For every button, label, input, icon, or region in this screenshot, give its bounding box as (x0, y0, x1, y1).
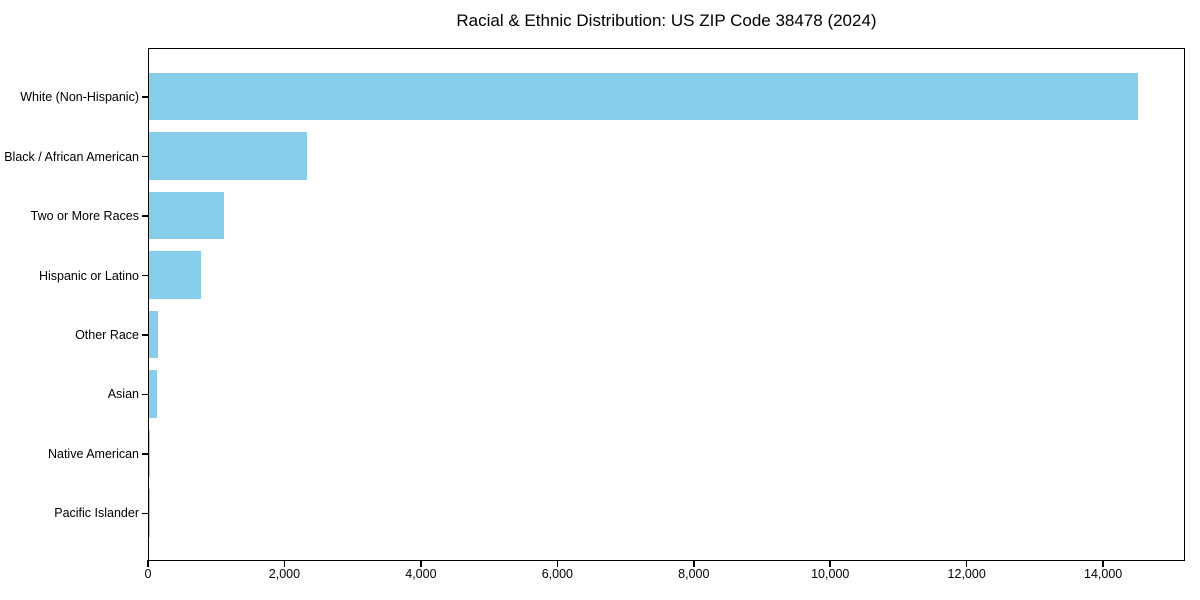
y-tick-label: White (Non-Hispanic) (20, 90, 139, 105)
y-tick-label: Other Race (75, 328, 139, 342)
x-tick-label: 4,000 (405, 567, 437, 581)
x-tick-label: 0 (144, 567, 152, 581)
x-tick-mark (965, 560, 968, 567)
y-tick-mark (141, 96, 148, 98)
x-tick-mark (283, 560, 286, 567)
y-tick-label: Asian (107, 387, 139, 402)
x-tick-label: 2,000 (268, 567, 301, 581)
x-tick-label: 14,000 (1084, 567, 1123, 581)
y-tick-mark (141, 274, 148, 277)
y-tick-mark (141, 453, 148, 455)
chart-title: Racial & Ethnic Distribution: US ZIP Cod… (456, 11, 877, 30)
x-tick-label: 8,000 (678, 567, 710, 581)
x-tick-mark (147, 560, 149, 567)
y-tick-mark (141, 155, 148, 158)
x-tick-mark (556, 560, 559, 567)
bar-asian (149, 370, 158, 418)
x-tick-label: 12,000 (947, 567, 986, 581)
x-tick-mark (420, 560, 422, 567)
y-tick-mark (141, 512, 148, 515)
x-tick-mark (693, 560, 695, 567)
bar-two-or-more-races (149, 191, 225, 240)
x-tick-label: 10,000 (811, 567, 850, 581)
y-tick-label: Two or More Races (30, 209, 139, 224)
y-tick-mark (141, 215, 148, 217)
x-tick-label: 6,000 (541, 567, 573, 581)
y-tick-label: Black / African American (4, 149, 139, 164)
x-tick-mark (1102, 560, 1104, 567)
y-tick-mark (141, 334, 148, 336)
y-tick-label: Native American (47, 446, 139, 461)
bar-white-non-hispanic (149, 72, 1138, 121)
bar-hispanic-or-latino (149, 251, 201, 299)
y-tick-label: Pacific Islander (54, 506, 139, 521)
plot-area (148, 48, 1185, 561)
bar-other-race (149, 310, 158, 359)
x-tick-mark (829, 560, 831, 567)
bar-black-african-american (149, 132, 307, 180)
bar-native-american (149, 429, 151, 478)
y-tick-label: Hispanic or Latino (38, 268, 139, 283)
y-tick-mark (141, 393, 148, 396)
